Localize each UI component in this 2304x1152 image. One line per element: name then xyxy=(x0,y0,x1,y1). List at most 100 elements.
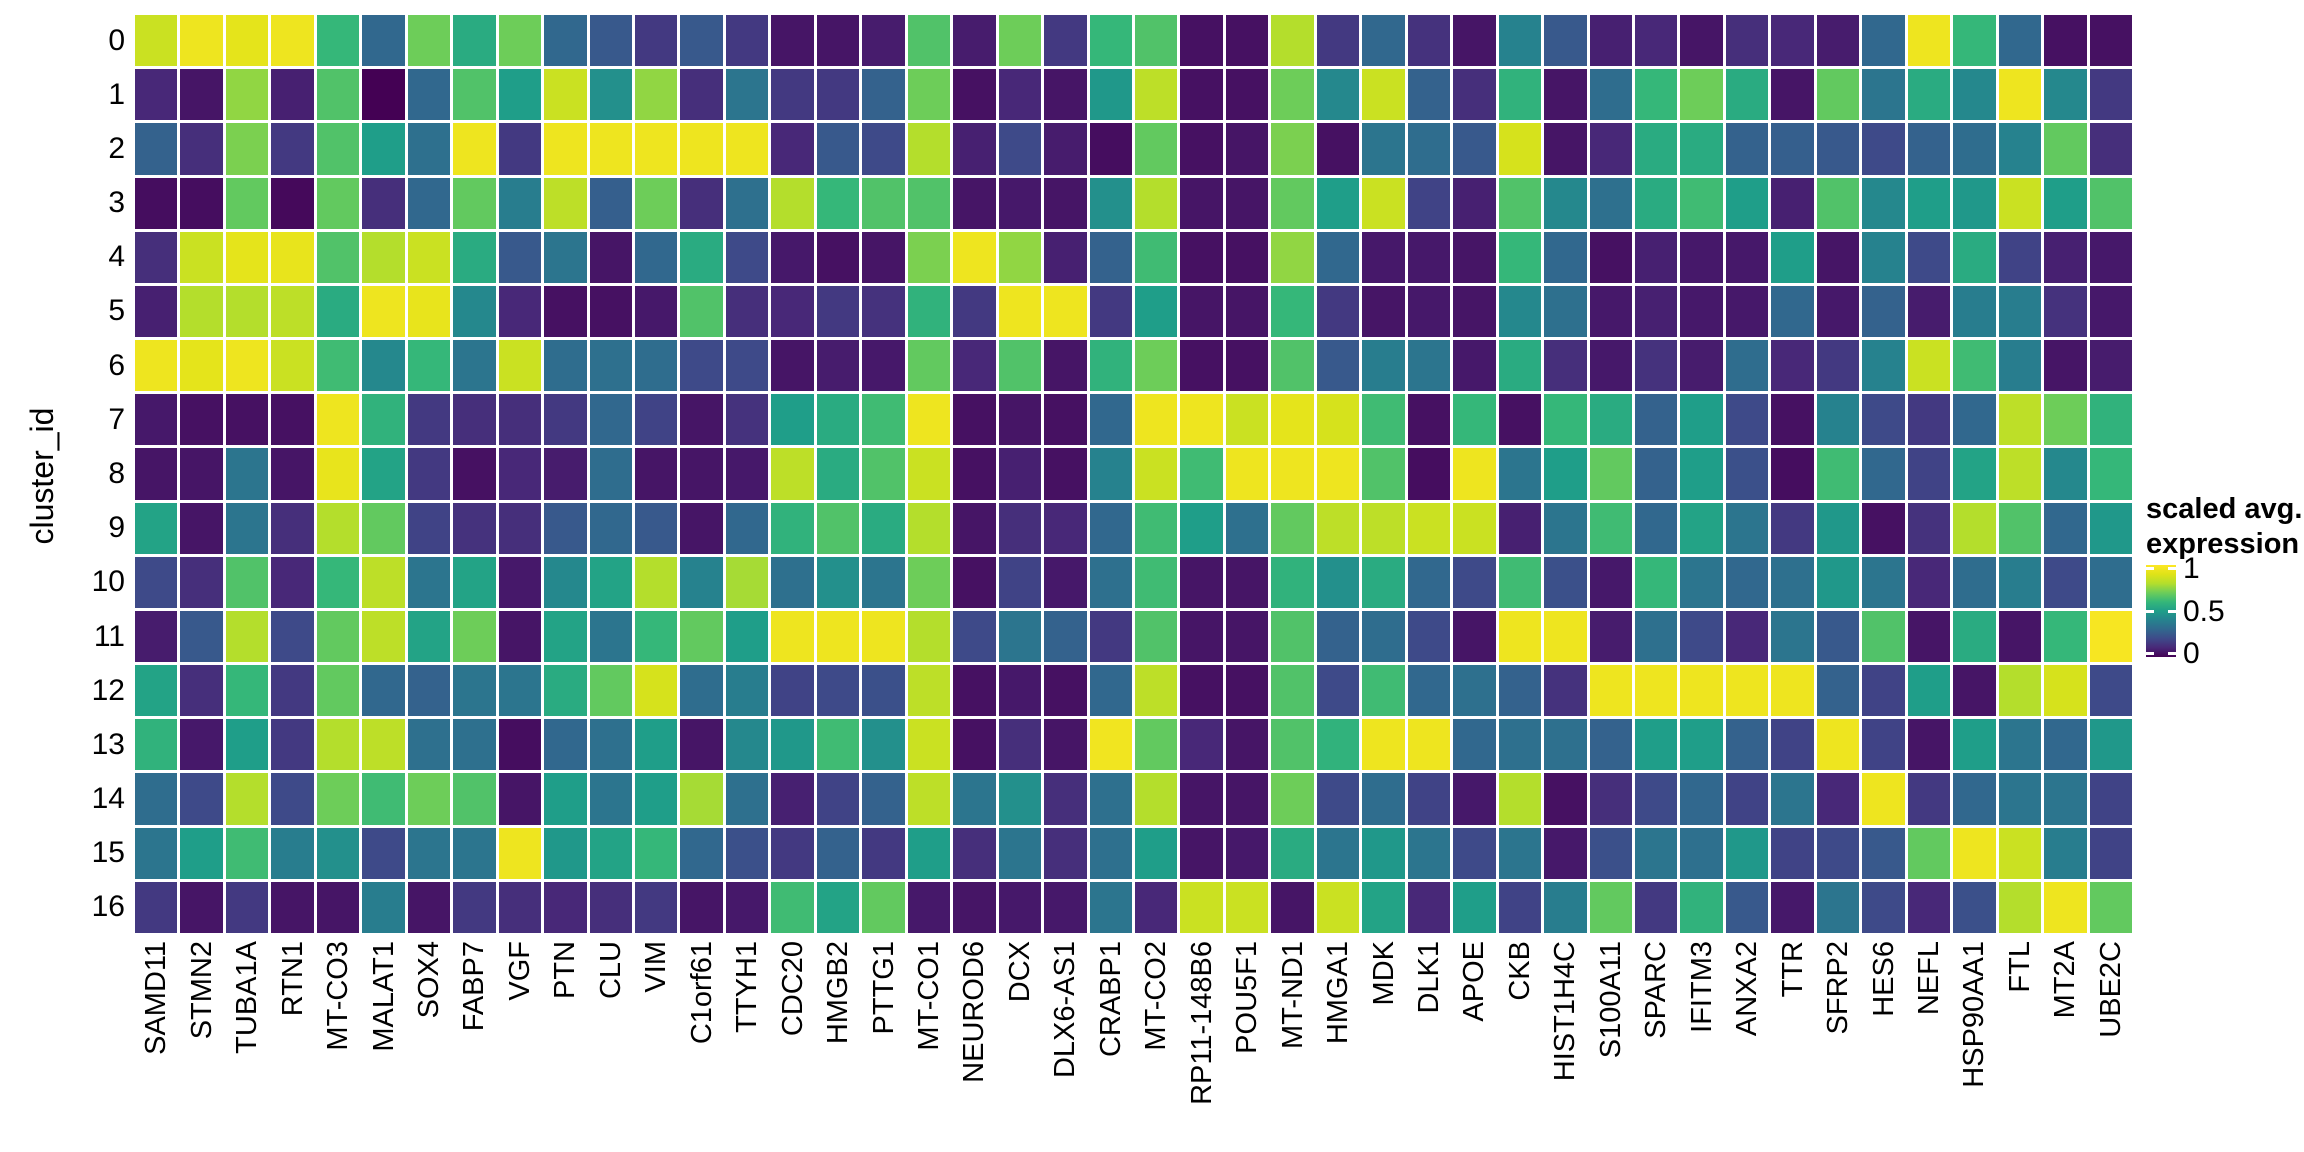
heatmap-cell xyxy=(1180,231,1223,283)
heatmap-cell xyxy=(1498,69,1542,121)
column-label: HIST1H4C xyxy=(1549,941,1582,1082)
heatmap-cell xyxy=(1544,556,1587,608)
heatmap-cell xyxy=(180,665,223,717)
heatmap-cell xyxy=(407,394,451,446)
heatmap-cell xyxy=(544,15,587,67)
heatmap-cell xyxy=(1816,881,1860,933)
heatmap-cell xyxy=(2044,502,2087,554)
heatmap-cell xyxy=(135,502,178,554)
heatmap-cell xyxy=(725,773,769,825)
heatmap-cell xyxy=(407,881,451,933)
heatmap-cell xyxy=(453,610,496,663)
heatmap-cell xyxy=(1862,881,1905,933)
heatmap-cell xyxy=(1862,502,1905,554)
heatmap-cell xyxy=(1953,556,1996,608)
heatmap-cell xyxy=(407,773,451,825)
heatmap-cell xyxy=(1362,827,1405,879)
heatmap-cell xyxy=(1816,15,1860,67)
column-label: RTN1 xyxy=(276,941,309,1017)
heatmap-cell xyxy=(1634,285,1678,338)
heatmap-cell xyxy=(816,394,860,446)
heatmap-grid xyxy=(135,15,2132,933)
heatmap-cell xyxy=(771,231,814,283)
heatmap-cell xyxy=(180,827,223,879)
heatmap-cell xyxy=(544,665,587,717)
heatmap-cell xyxy=(1407,123,1451,175)
row-label: 11 xyxy=(93,619,125,653)
heatmap-cell xyxy=(1725,285,1769,338)
heatmap-cell xyxy=(634,502,678,554)
heatmap-cell xyxy=(2044,556,2087,608)
heatmap-cell xyxy=(816,231,860,283)
heatmap-cell xyxy=(725,448,769,500)
heatmap-cell xyxy=(1089,123,1132,175)
heatmap-cell xyxy=(1134,69,1178,121)
heatmap-cell xyxy=(180,610,223,663)
heatmap-cell xyxy=(725,881,769,933)
heatmap-cell xyxy=(1134,15,1178,67)
heatmap-cell xyxy=(998,177,1042,229)
heatmap-cell xyxy=(2044,177,2087,229)
heatmap-cell xyxy=(1725,773,1769,825)
column-label: HMGA1 xyxy=(1322,941,1355,1045)
heatmap-cell xyxy=(1453,285,1496,338)
heatmap-cell xyxy=(1771,556,1814,608)
heatmap-cell xyxy=(544,773,587,825)
heatmap-cell xyxy=(1453,502,1496,554)
heatmap-cell xyxy=(1907,556,1951,608)
heatmap-cell xyxy=(1453,773,1496,825)
heatmap-cell xyxy=(771,610,814,663)
heatmap-cell xyxy=(1180,827,1223,879)
heatmap-cell xyxy=(1771,610,1814,663)
legend-tick-label: 0 xyxy=(2183,637,2200,670)
heatmap-cell xyxy=(1589,719,1632,771)
heatmap-cell xyxy=(1634,556,1678,608)
heatmap-cell xyxy=(407,556,451,608)
heatmap-cell xyxy=(2044,610,2087,663)
heatmap-cell xyxy=(498,719,542,771)
heatmap-cell xyxy=(1362,665,1405,717)
heatmap-cell xyxy=(1771,881,1814,933)
row-label: 7 xyxy=(108,402,125,436)
heatmap-cell xyxy=(1362,340,1405,392)
heatmap-cell xyxy=(1407,231,1451,283)
heatmap-cell xyxy=(680,285,723,338)
heatmap-cell xyxy=(1862,285,1905,338)
heatmap-cell xyxy=(1134,881,1178,933)
heatmap-cell xyxy=(407,231,451,283)
row-label: 2 xyxy=(108,131,125,165)
heatmap-cell xyxy=(1089,285,1132,338)
heatmap-cell xyxy=(680,827,723,879)
heatmap-cell xyxy=(589,773,632,825)
heatmap-cell xyxy=(634,610,678,663)
heatmap-cell xyxy=(953,15,996,67)
heatmap-cell xyxy=(1816,69,1860,121)
heatmap-cell xyxy=(1680,69,1723,121)
heatmap-cell xyxy=(1316,502,1360,554)
heatmap-cell xyxy=(907,394,951,446)
heatmap-cell xyxy=(1498,340,1542,392)
heatmap-cell xyxy=(1180,340,1223,392)
heatmap-cell xyxy=(771,340,814,392)
heatmap-cell xyxy=(680,123,723,175)
heatmap-cell xyxy=(2089,123,2132,175)
heatmap-cell xyxy=(1089,556,1132,608)
heatmap-cell xyxy=(1044,340,1087,392)
heatmap-cell xyxy=(998,340,1042,392)
heatmap-cell xyxy=(1089,827,1132,879)
heatmap-cell xyxy=(1907,177,1951,229)
heatmap-cell xyxy=(634,123,678,175)
heatmap-cell xyxy=(1816,448,1860,500)
heatmap-cell xyxy=(498,123,542,175)
heatmap-cell xyxy=(1316,285,1360,338)
heatmap-cell xyxy=(1680,502,1723,554)
column-label: MDK xyxy=(1367,941,1400,1006)
heatmap-cell xyxy=(1453,556,1496,608)
heatmap-cell xyxy=(1453,665,1496,717)
heatmap-cell xyxy=(2089,15,2132,67)
heatmap-cell xyxy=(1044,15,1087,67)
heatmap-cell xyxy=(271,231,314,283)
heatmap-cell xyxy=(1316,231,1360,283)
column-label: SAMD11 xyxy=(140,941,173,1055)
heatmap-cell xyxy=(544,556,587,608)
